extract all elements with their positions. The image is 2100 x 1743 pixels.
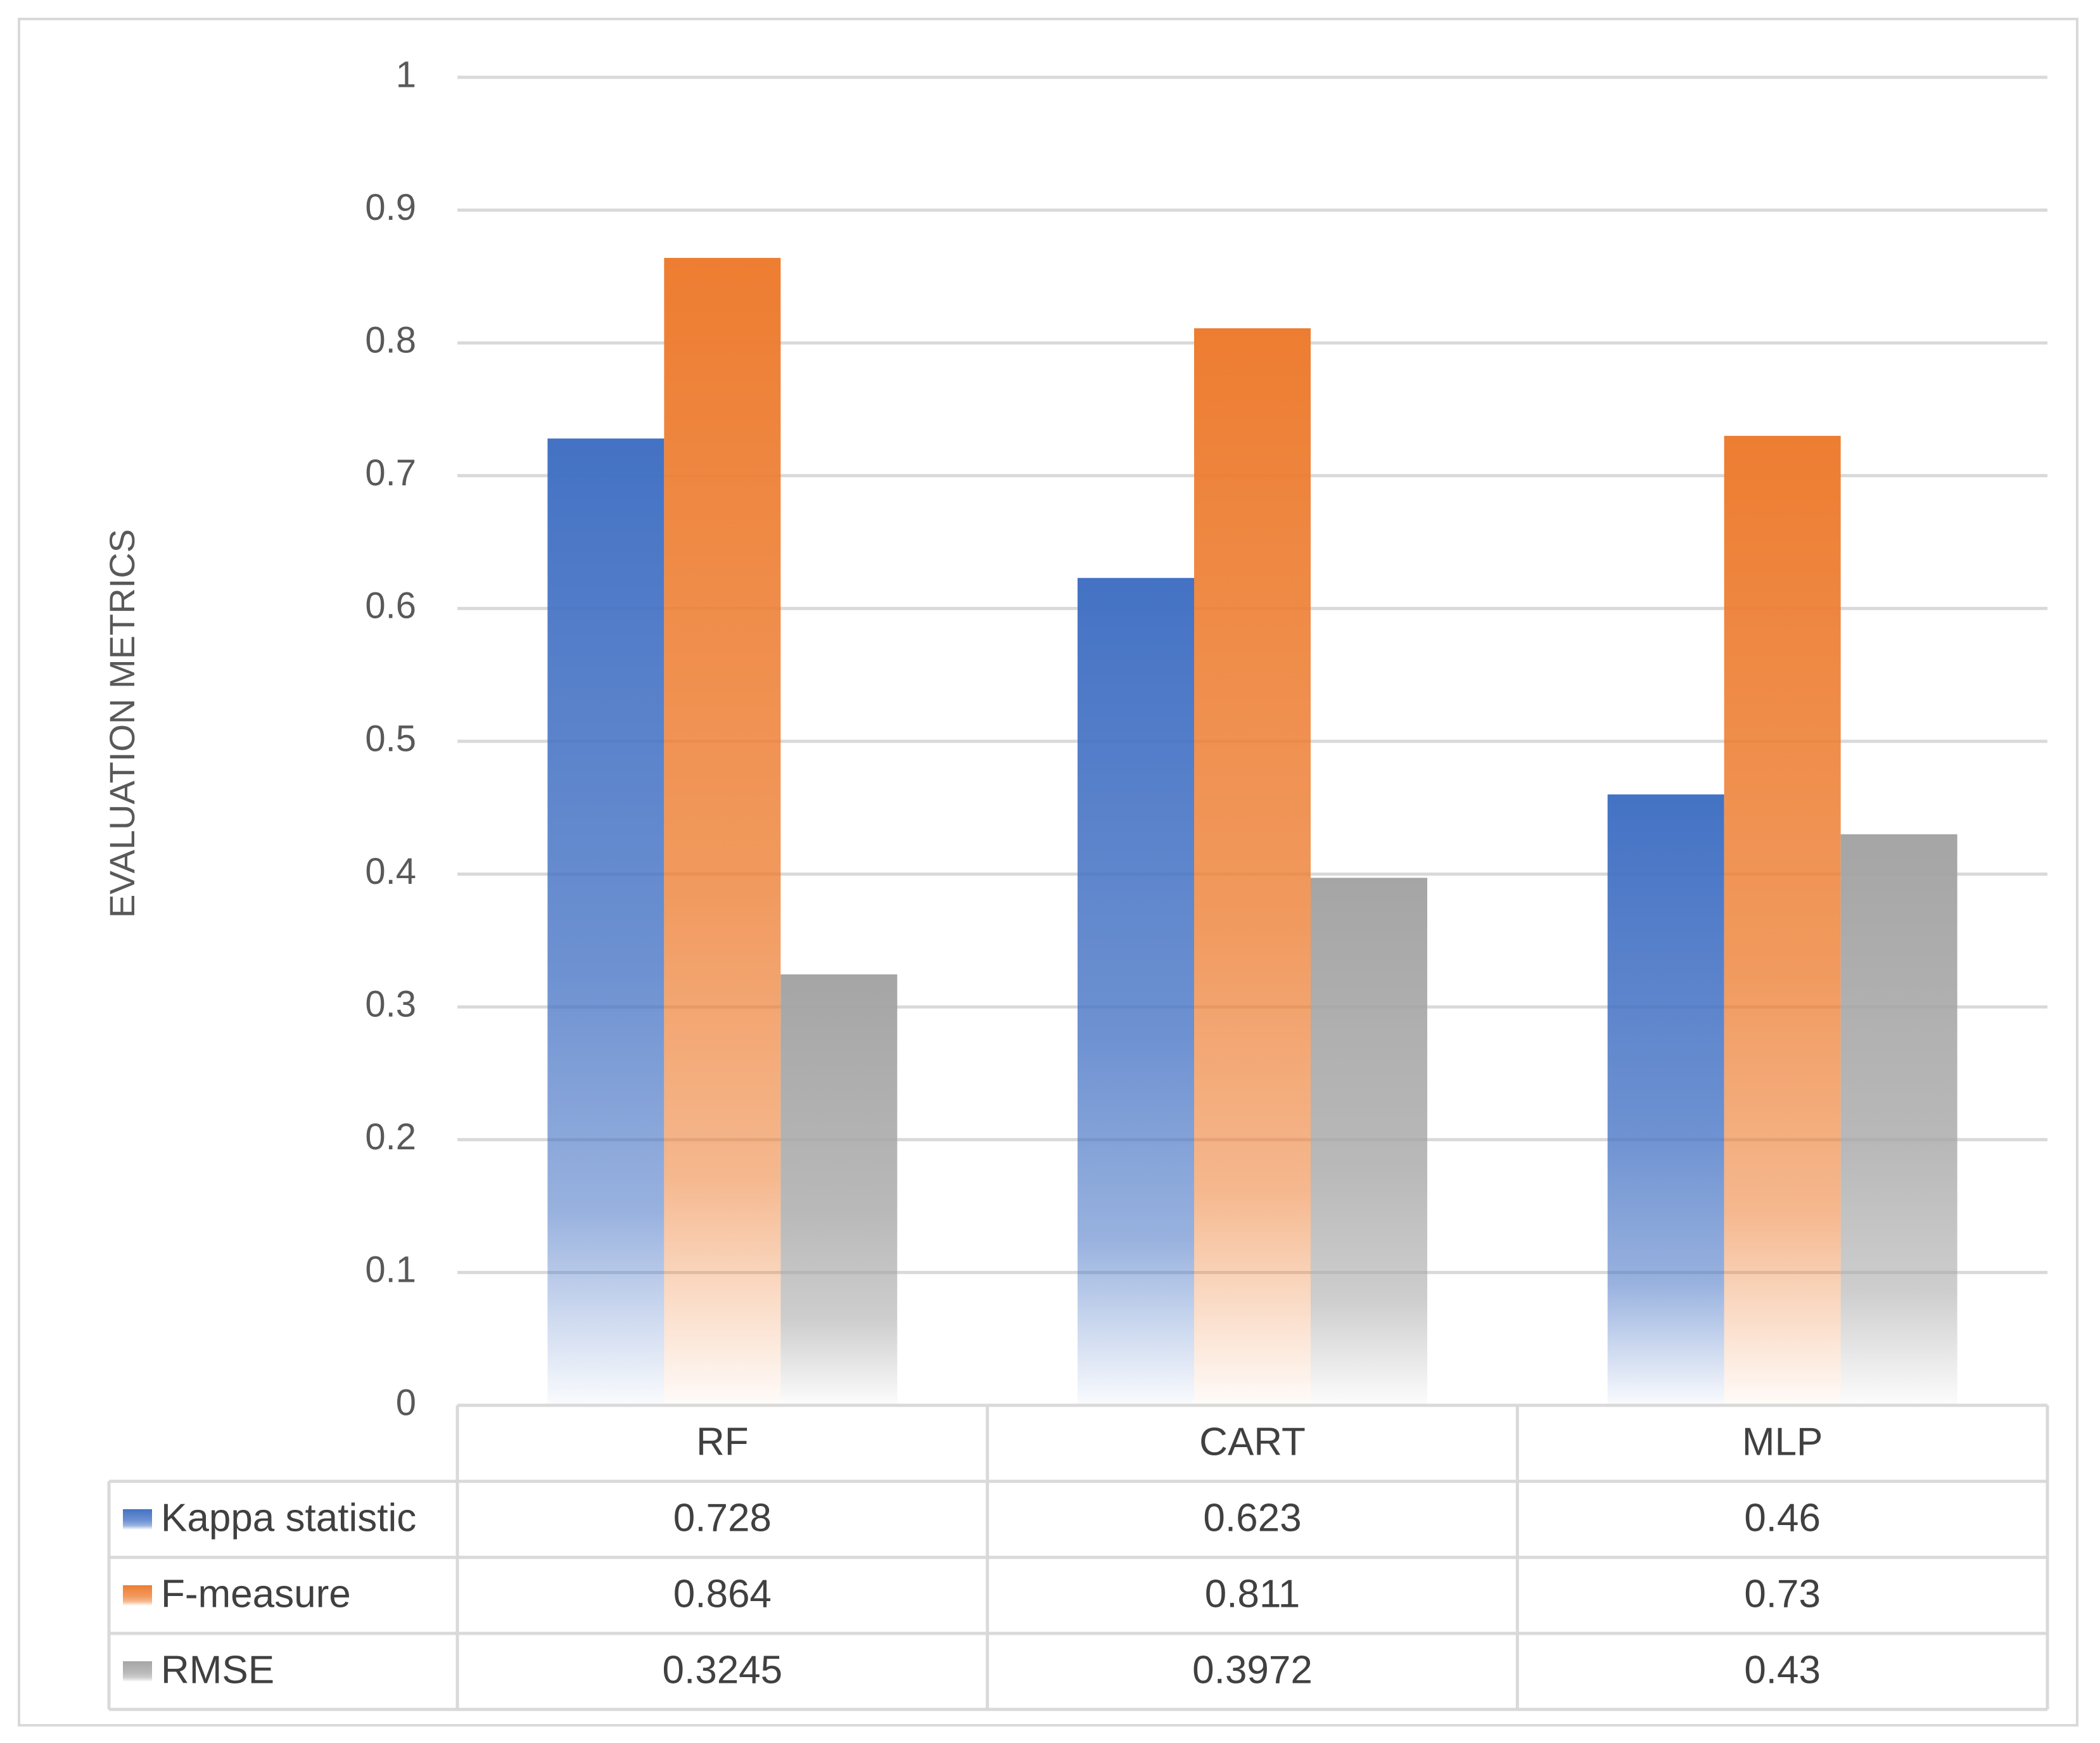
y-tick-label: 1 xyxy=(396,54,416,95)
bar-f-measure-mlp xyxy=(1724,435,1841,1406)
y-tick-label: 0.6 xyxy=(365,585,416,627)
chart-frame: 0 0.1 0.2 0.3 0.4 0.5 0.6 0.7 0.8 0.9 1 EVALUATION… xyxy=(18,18,2078,1727)
y-tick-label: 0.9 xyxy=(365,187,416,228)
x-tick-label: CART xyxy=(1199,1420,1306,1464)
legend-key-f-measure xyxy=(123,1585,152,1606)
data-label-kappa-statistic-mlp: 0.46 xyxy=(1744,1496,1821,1540)
legend-key-kappa-statistic xyxy=(123,1509,152,1529)
data-table: RF CART MLP Kappa statistic 0.728 0.623 0.46 F-… xyxy=(107,1403,2049,1711)
bar-kappa-statistic-cart xyxy=(1078,578,1194,1405)
bar-chart: 0 0.1 0.2 0.3 0.4 0.5 0.6 0.7 0.8 0.9 1 EVALUATION… xyxy=(102,54,2049,1711)
bar-rmse-rf xyxy=(780,974,898,1405)
x-tick-label: MLP xyxy=(1742,1420,1823,1464)
data-label-f-measure-mlp: 0.73 xyxy=(1744,1572,1821,1616)
y-tick-label: 0.3 xyxy=(365,984,416,1025)
bar-kappa-statistic-mlp xyxy=(1607,794,1724,1405)
data-label-f-measure-rf: 0.864 xyxy=(673,1572,772,1616)
y-tick-label: 0.1 xyxy=(365,1249,416,1291)
legend-label-kappa-statistic: Kappa statistic xyxy=(161,1496,416,1540)
bars xyxy=(547,258,1957,1406)
legend-key-rmse xyxy=(123,1661,152,1682)
data-label-f-measure-cart: 0.811 xyxy=(1205,1572,1301,1616)
y-tick-label: 0 xyxy=(396,1382,416,1423)
y-axis-ticks: 0 0.1 0.2 0.3 0.4 0.5 0.6 0.7 0.8 0.9 1 xyxy=(365,54,416,1423)
data-label-kappa-statistic-cart: 0.623 xyxy=(1203,1496,1301,1540)
legend-label-rmse: RMSE xyxy=(161,1648,274,1692)
data-label-rmse-rf: 0.3245 xyxy=(663,1648,783,1692)
bar-f-measure-rf xyxy=(664,258,781,1405)
legend-label-f-measure: F-measure xyxy=(161,1572,351,1616)
y-tick-label: 0.8 xyxy=(365,320,416,361)
y-tick-label: 0.2 xyxy=(365,1116,416,1158)
y-tick-label: 0.4 xyxy=(365,851,416,892)
y-tick-label: 0.7 xyxy=(365,452,416,494)
bar-rmse-cart xyxy=(1311,878,1427,1405)
bar-rmse-mlp xyxy=(1840,834,1957,1405)
data-label-rmse-mlp: 0.43 xyxy=(1744,1648,1821,1692)
data-label-rmse-cart: 0.3972 xyxy=(1192,1648,1313,1692)
x-tick-label: RF xyxy=(696,1420,749,1464)
bar-f-measure-cart xyxy=(1194,328,1311,1405)
y-axis-title: EVALUATION METRICS xyxy=(102,529,142,918)
data-label-kappa-statistic-rf: 0.728 xyxy=(673,1496,772,1540)
bar-kappa-statistic-rf xyxy=(547,438,665,1405)
y-tick-label: 0.5 xyxy=(365,718,416,759)
